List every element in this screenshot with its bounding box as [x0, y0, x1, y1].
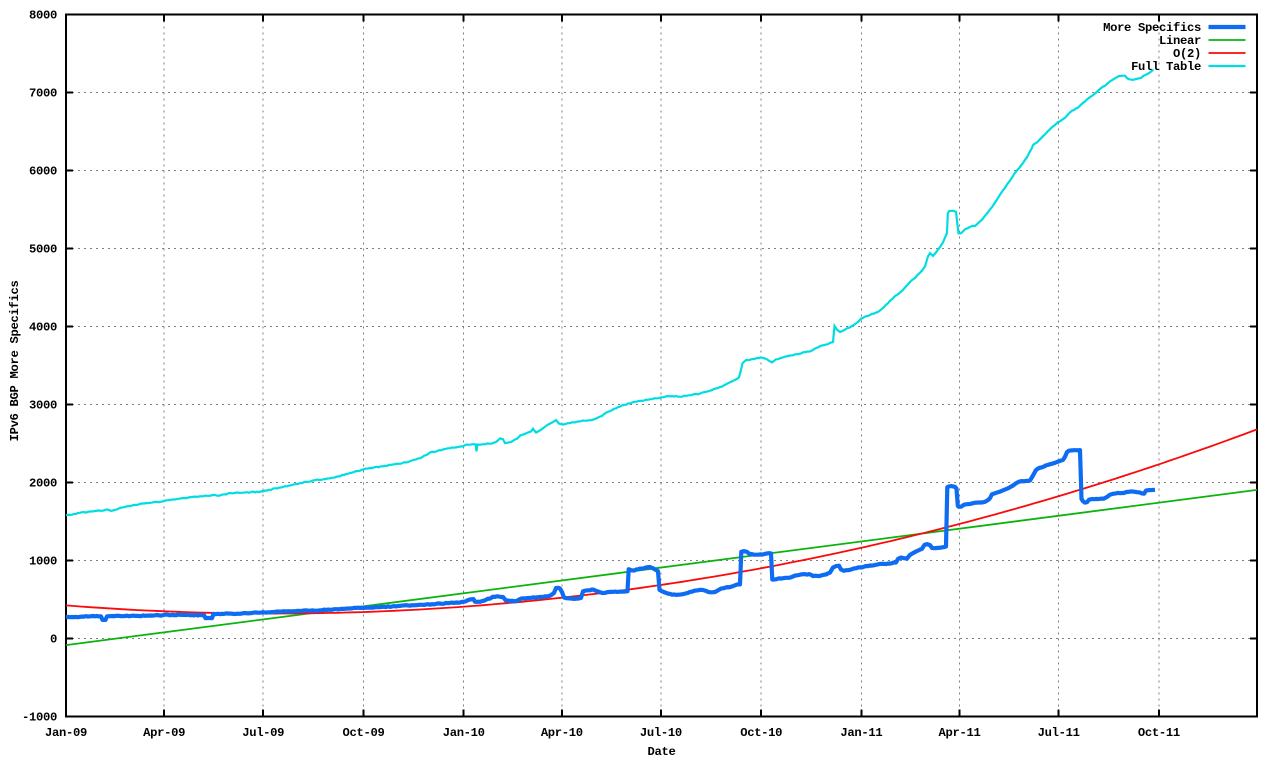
svg-text:Jan-11: Jan-11: [840, 726, 882, 740]
svg-text:2000: 2000: [29, 477, 57, 491]
svg-text:6000: 6000: [29, 165, 57, 179]
svg-text:Oct-10: Oct-10: [740, 726, 782, 740]
svg-text:Apr-10: Apr-10: [541, 726, 583, 740]
svg-text:4000: 4000: [29, 321, 57, 335]
svg-text:7000: 7000: [29, 87, 57, 101]
svg-text:Apr-09: Apr-09: [143, 726, 185, 740]
svg-text:Jul-10: Jul-10: [640, 726, 682, 740]
svg-text:Jul-11: Jul-11: [1038, 726, 1080, 740]
svg-text:0: 0: [50, 633, 57, 647]
svg-text:Jul-09: Jul-09: [242, 726, 284, 740]
svg-text:Linear: Linear: [1159, 34, 1201, 48]
svg-text:IPv6 BGP More Specifics: IPv6 BGP More Specifics: [8, 281, 22, 442]
svg-text:-1000: -1000: [22, 711, 57, 725]
svg-text:3000: 3000: [29, 399, 57, 413]
svg-text:More Specifics: More Specifics: [1103, 21, 1201, 35]
svg-text:Oct-11: Oct-11: [1138, 726, 1180, 740]
svg-text:Apr-11: Apr-11: [939, 726, 981, 740]
svg-text:5000: 5000: [29, 243, 57, 257]
svg-text:Oct-09: Oct-09: [343, 726, 385, 740]
svg-text:Full Table: Full Table: [1131, 60, 1201, 74]
svg-text:Jan-10: Jan-10: [443, 726, 485, 740]
svg-text:1000: 1000: [29, 555, 57, 569]
svg-text:8000: 8000: [29, 9, 57, 23]
svg-text:Date: Date: [648, 745, 676, 759]
svg-text:O(2): O(2): [1173, 47, 1201, 61]
svg-text:Jan-09: Jan-09: [45, 726, 87, 740]
